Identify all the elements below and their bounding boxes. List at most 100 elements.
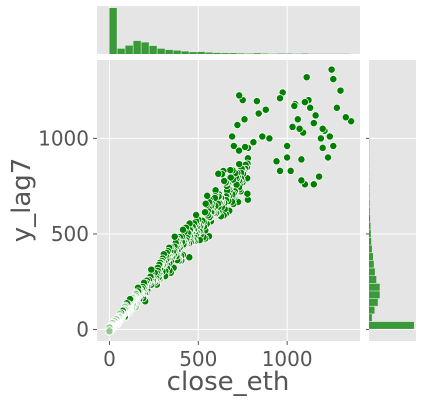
- scatter-point: [240, 115, 249, 124]
- top-histogram-background: [97, 6, 360, 54]
- scatter-point: [179, 225, 187, 234]
- scatter-point: [332, 103, 341, 112]
- scatter-point: [347, 117, 356, 126]
- right-hist-bar: [369, 222, 371, 230]
- scatter-point: [203, 191, 212, 200]
- top-hist-bar: [237, 53, 245, 54]
- scatter-point: [258, 132, 267, 141]
- top-hist-bar: [117, 48, 125, 54]
- right-hist-bar: [369, 237, 372, 245]
- scatter-point: [252, 97, 261, 106]
- top-hist-bar: [141, 42, 149, 54]
- x-tick-label: 1000: [262, 347, 313, 371]
- scatter-point: [297, 176, 306, 185]
- scatter-points: [105, 65, 356, 336]
- scatter-point: [324, 153, 332, 162]
- scatter-point: [192, 211, 201, 219]
- y-axis-label: y_lag7: [7, 158, 37, 243]
- scatter-point: [147, 265, 156, 274]
- scatter-point: [318, 143, 327, 152]
- scatter-point: [306, 103, 315, 112]
- top-hist-bar: [253, 53, 261, 54]
- scatter-point: [329, 75, 338, 84]
- scatter-point: [243, 189, 252, 198]
- scatter-point: [341, 113, 350, 122]
- right-hist-bar: [369, 253, 373, 261]
- scatter-point: [283, 142, 292, 150]
- right-hist-bar: [369, 298, 378, 306]
- scatter-point: [300, 98, 309, 107]
- right-hist-bar: [369, 283, 380, 291]
- y-tick-label: 500: [51, 222, 89, 246]
- right-hist-bar: [369, 291, 380, 299]
- scatter-point: [297, 155, 306, 164]
- top-hist-bar: [157, 48, 165, 54]
- y-tick-label: 1000: [38, 126, 89, 150]
- y-axis-ticks: 0 500 1000: [38, 126, 369, 342]
- top-hist-bar: [229, 53, 237, 54]
- scatter-point: [286, 166, 295, 175]
- scatter-point: [329, 142, 338, 150]
- scatter-point: [241, 143, 250, 151]
- top-histogram-bars: [109, 8, 349, 54]
- top-hist-bar: [173, 50, 181, 54]
- scatter-point: [105, 327, 114, 336]
- right-histogram-bars: [369, 138, 414, 329]
- right-hist-bar: [369, 207, 370, 215]
- scatter-point: [226, 166, 235, 175]
- right-hist-bar: [369, 214, 371, 222]
- scatter-point: [229, 142, 238, 150]
- top-hist-bar: [205, 52, 213, 54]
- scatter-point: [336, 86, 345, 95]
- scatter-point: [272, 157, 281, 166]
- scatter-point: [235, 160, 244, 169]
- scatter-point: [290, 101, 299, 110]
- top-hist-bar: [149, 45, 157, 54]
- right-hist-bar: [369, 268, 375, 276]
- scatter-point: [261, 105, 270, 114]
- scatter-point: [316, 134, 325, 143]
- scatter-point: [170, 232, 179, 241]
- right-hist-bar: [369, 199, 370, 207]
- right-hist-bar: [369, 276, 377, 283]
- top-hist-bar: [213, 52, 221, 54]
- top-hist-bar: [221, 53, 229, 54]
- scatter-point: [201, 199, 210, 208]
- scatter-point: [220, 177, 229, 185]
- scatter-point: [315, 172, 324, 181]
- scatter-point: [293, 115, 302, 124]
- right-hist-bar: [369, 314, 372, 322]
- top-hist-bar: [125, 45, 133, 54]
- scatter-point: [249, 138, 258, 147]
- scatter-point: [325, 132, 334, 141]
- scatter-point: [327, 65, 336, 74]
- y-tick-label: 0: [76, 318, 89, 342]
- scatter-point: [309, 180, 318, 189]
- scatter-point: [276, 94, 284, 103]
- top-hist-bar: [181, 51, 189, 54]
- scatter-point: [254, 109, 263, 118]
- scatter-point: [235, 91, 244, 100]
- scatter-point: [309, 119, 318, 128]
- scatter-point: [233, 121, 242, 129]
- scatter-point: [235, 146, 243, 155]
- x-tick-label: 0: [103, 347, 116, 371]
- x-axis-ticks: 0 500 1000: [103, 341, 313, 371]
- scatter-point: [214, 169, 223, 178]
- scatter-point: [295, 124, 304, 133]
- scatter-point: [302, 73, 311, 82]
- scatter-point: [318, 124, 327, 133]
- x-tick-label: 500: [179, 347, 217, 371]
- scatter-point: [201, 208, 209, 217]
- right-hist-bar: [369, 230, 371, 238]
- right-hist-bar: [369, 245, 372, 253]
- main-plot-grid: [97, 60, 360, 341]
- right-histogram-background: [369, 60, 416, 341]
- scatter-point: [288, 122, 297, 131]
- right-hist-bar: [369, 321, 414, 329]
- top-hist-bar: [189, 52, 197, 54]
- right-hist-bar: [369, 306, 375, 314]
- top-hist-bar: [197, 51, 205, 54]
- x-axis-label: close_eth: [167, 367, 290, 397]
